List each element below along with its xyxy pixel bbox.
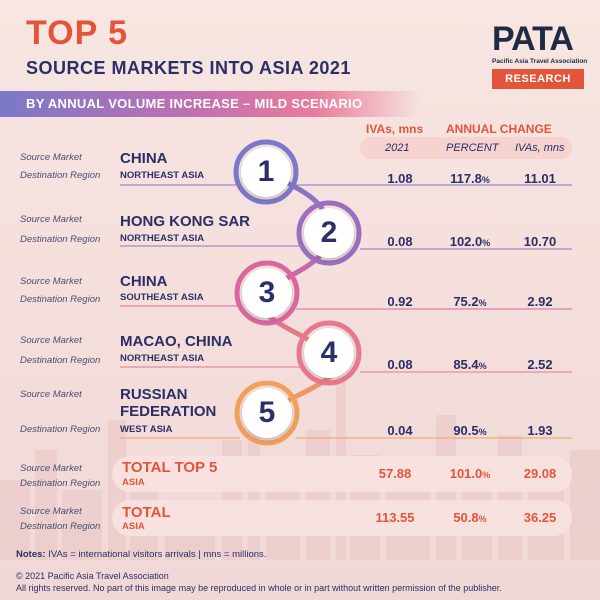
total-change-value: 36.25	[523, 510, 557, 525]
source-market-label: Source Market	[20, 335, 82, 346]
percent-value: 102.0%	[449, 234, 491, 249]
source-market-label: Source Market	[20, 276, 82, 287]
ivas-value: 0.92	[387, 294, 413, 309]
percent-value: 90.5%	[453, 423, 487, 438]
source-market-label: Source Market	[20, 214, 82, 225]
change-value: 2.92	[527, 294, 553, 309]
header-annual-change: ANNUAL CHANGE	[446, 122, 552, 136]
destination-region-label: Destination Region	[20, 294, 101, 305]
market-name: HONG KONG SAR	[120, 213, 251, 230]
total-region: ASIA	[122, 521, 145, 532]
source-market-label: Source Market	[20, 152, 82, 163]
total-name: TOTAL TOP 5	[122, 459, 218, 476]
market-name: MACAO, CHINA	[120, 333, 233, 350]
market-name: RUSSIAN FEDERATION	[120, 386, 217, 420]
subheader-pill	[360, 137, 572, 159]
total-name: TOTAL	[122, 504, 171, 521]
rank-number: 3	[258, 276, 276, 309]
total-percent-value: 50.8%	[453, 510, 487, 525]
total-top5-row	[112, 456, 572, 492]
change-value: 11.01	[524, 171, 556, 186]
rank-circle-1: 1	[241, 147, 291, 197]
source-market-label: Source Market	[20, 506, 82, 517]
scenario-banner: BY ANNUAL VOLUME INCREASE – MILD SCENARI…	[0, 91, 420, 117]
region-name: SOUTHEAST ASIA	[120, 292, 204, 303]
subheader-ivas-mns: IVAs, mns	[515, 142, 565, 154]
subheader-year: 2021	[385, 142, 410, 154]
rank-number: 5	[258, 396, 276, 429]
total-asia-row	[112, 500, 572, 536]
rank-number: 1	[257, 155, 275, 188]
total-percent-value: 101.0%	[449, 466, 491, 481]
logo-wordmark: PATA	[492, 20, 574, 58]
percent-value: 117.8%	[450, 171, 490, 186]
destination-region-label: Destination Region	[20, 424, 101, 435]
region-name: WEST ASIA	[120, 424, 173, 435]
header-ivas: IVAs, mns	[366, 122, 424, 136]
copyright: © 2021 Pacific Asia Travel Association A…	[16, 571, 502, 593]
logo-tagline: Pacific Asia Travel Association	[492, 58, 588, 65]
market-name: CHINA	[120, 150, 168, 167]
market-name: CHINA	[120, 273, 168, 290]
destination-region-label: Destination Region	[20, 355, 101, 366]
ivas-value: 0.04	[387, 423, 413, 438]
percent-value: 85.4%	[453, 357, 487, 372]
pata-logo: PATA Pacific Asia Travel Association RES…	[492, 20, 588, 89]
change-value: 10.70	[523, 234, 557, 249]
source-market-label: Source Market	[20, 463, 82, 474]
scenario-banner-text: BY ANNUAL VOLUME INCREASE – MILD SCENARI…	[26, 96, 363, 111]
destination-region-label: Destination Region	[20, 170, 101, 181]
rank-circle-4: 4	[304, 328, 354, 378]
region-name: NORTHEAST ASIA	[120, 233, 205, 244]
total-ivas-value: 113.55	[375, 510, 415, 525]
ivas-value: 0.08	[387, 357, 413, 372]
percent-value: 75.2%	[453, 294, 487, 309]
subheader-percent: PERCENT	[446, 142, 499, 154]
footnote: Notes: IVAs = international visitors arr…	[16, 549, 267, 560]
page-subtitle: SOURCE MARKETS INTO ASIA 2021	[26, 58, 351, 78]
rank-number: 2	[320, 216, 338, 249]
rank-circle-3: 3	[242, 268, 292, 318]
total-region: ASIA	[122, 477, 145, 488]
destination-region-label: Destination Region	[20, 521, 101, 532]
change-value: 1.93	[527, 423, 553, 438]
rank-number: 4	[320, 336, 338, 369]
ivas-value: 0.08	[387, 234, 413, 249]
page-title: TOP 5	[26, 14, 129, 52]
total-change-value: 29.08	[523, 466, 557, 481]
research-badge: RESEARCH	[492, 69, 584, 89]
total-ivas-value: 57.88	[378, 466, 412, 481]
change-value: 2.52	[527, 357, 553, 372]
rank-circle-5: 5	[242, 388, 292, 438]
region-name: NORTHEAST ASIA	[120, 170, 205, 181]
destination-region-label: Destination Region	[20, 234, 101, 245]
source-market-label: Source Market	[20, 389, 82, 400]
destination-region-label: Destination Region	[20, 478, 101, 489]
region-name: NORTHEAST ASIA	[120, 353, 205, 364]
ivas-value: 1.08	[387, 171, 413, 186]
rank-circle-2: 2	[304, 208, 354, 258]
